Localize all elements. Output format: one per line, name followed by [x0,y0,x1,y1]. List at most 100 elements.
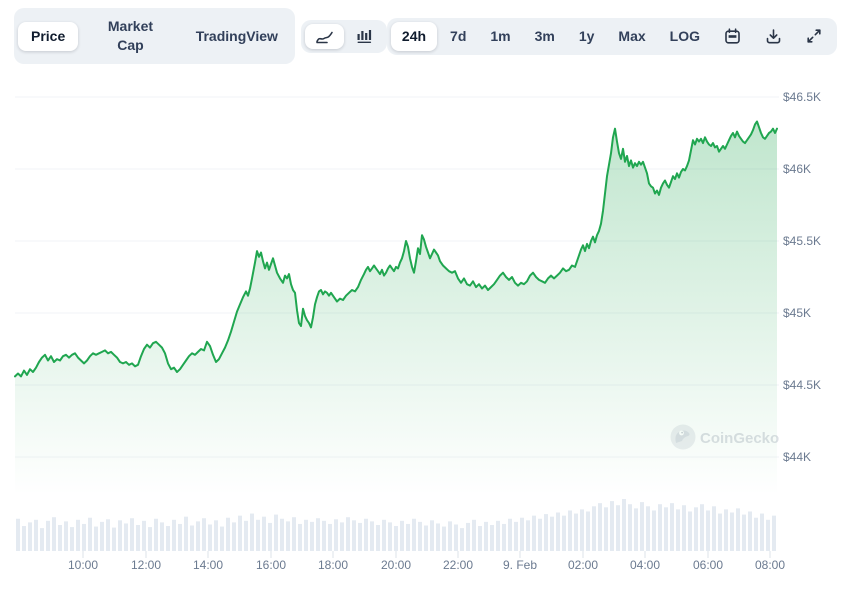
volume-bar [154,518,158,551]
volume-bar [346,517,350,551]
volume-bar [160,522,164,551]
y-tick-label: $46.5K [783,90,821,104]
log-scale-button[interactable]: LOG [659,22,711,51]
volume-bar [712,506,716,551]
volume-bar [46,520,50,551]
volume-bar [22,526,26,551]
range-3m[interactable]: 3m [524,22,566,51]
volume-bar [16,518,20,551]
range-1y[interactable]: 1y [568,22,606,51]
volume-bar [58,525,62,551]
volume-bar [574,513,578,551]
volume-bar [358,522,362,551]
volume-bar [448,521,452,551]
volume-bar [772,515,776,551]
download-button[interactable] [754,23,793,50]
volume-bar [64,521,68,551]
volume-bar [364,518,368,551]
volume-bar [484,521,488,551]
date-range-button[interactable] [713,23,752,50]
volume-bar [658,504,662,551]
volume-bar [652,510,656,551]
volume-bar [280,518,284,551]
line-chart-button[interactable] [304,23,344,49]
volume-bar [538,518,542,551]
volume-bar [598,503,602,551]
volume-bar [532,515,536,551]
volume-bar [322,520,326,551]
y-tick-label: $44K [783,450,811,464]
price-area [15,121,777,495]
volume-bar [736,508,740,551]
y-tick-label: $46K [783,162,811,176]
volume-bar [718,513,722,551]
volume-bar [580,509,584,551]
volume-bar [274,514,278,551]
x-tick-label: 12:00 [131,558,161,572]
volume-bar [178,523,182,551]
volume-bar [568,510,572,551]
volume-bar [742,514,746,551]
volume-bar [670,503,674,551]
chart-toolbar: Price Market Cap TradingView [14,8,837,64]
range-7d[interactable]: 7d [439,22,477,51]
x-tick-label: 18:00 [318,558,348,572]
volume-bar [316,518,320,551]
volume-bar [298,523,302,551]
volume-bar [760,513,764,551]
volume-bar [406,523,410,551]
x-tick-label: 04:00 [630,558,660,572]
fullscreen-button[interactable] [795,23,833,49]
volume-bar [220,526,224,551]
x-tick-label: 10:00 [68,558,98,572]
volume-bar [424,525,428,551]
volume-bar [706,510,710,551]
volume-bar [634,508,638,551]
chart-style-switcher [300,19,387,53]
volume-bar [688,511,692,551]
download-icon [765,28,782,45]
tab-tradingview[interactable]: TradingView [183,22,291,51]
x-tick-label: 20:00 [381,558,411,572]
volume-bar [112,527,116,551]
volume-bar [388,522,392,551]
calendar-icon [724,27,741,45]
volume-bar [616,505,620,551]
volume-bar [466,522,470,551]
volume-bar [382,519,386,551]
volume-bar [166,526,170,551]
range-24h[interactable]: 24h [390,21,438,51]
volume-bar [310,521,314,551]
volume-bar [340,522,344,551]
tab-market-cap[interactable]: Market Cap [80,12,180,60]
volume-bar [172,519,176,551]
volume-bar [70,527,74,551]
volume-bar [352,520,356,551]
volume-bar [490,525,494,551]
range-max[interactable]: Max [607,22,656,51]
volume-bar [550,516,554,551]
volume-bar [76,519,80,551]
volume-bar [130,518,134,551]
volume-bar [478,526,482,551]
volume-bar [100,521,104,551]
range-switcher: 24h 7d 1m 3m 1y Max LOG [386,17,837,55]
volume-bar [334,519,338,551]
volume-bar [238,515,242,551]
candle-chart-button[interactable] [346,24,383,49]
volume-bar [184,516,188,551]
volume-bar [142,520,146,551]
volume-bar [454,524,458,551]
x-tick-label: 16:00 [256,558,286,572]
x-tick-label: 02:00 [568,558,598,572]
volume-bar [214,520,218,551]
volume-bar [676,509,680,551]
tab-price[interactable]: Price [18,21,79,51]
range-1m[interactable]: 1m [479,22,521,51]
volume-bar [724,509,728,551]
volume-bar [472,519,476,551]
volume-bar [370,521,374,551]
volume-bar [640,502,644,551]
volume-bar [520,517,524,551]
